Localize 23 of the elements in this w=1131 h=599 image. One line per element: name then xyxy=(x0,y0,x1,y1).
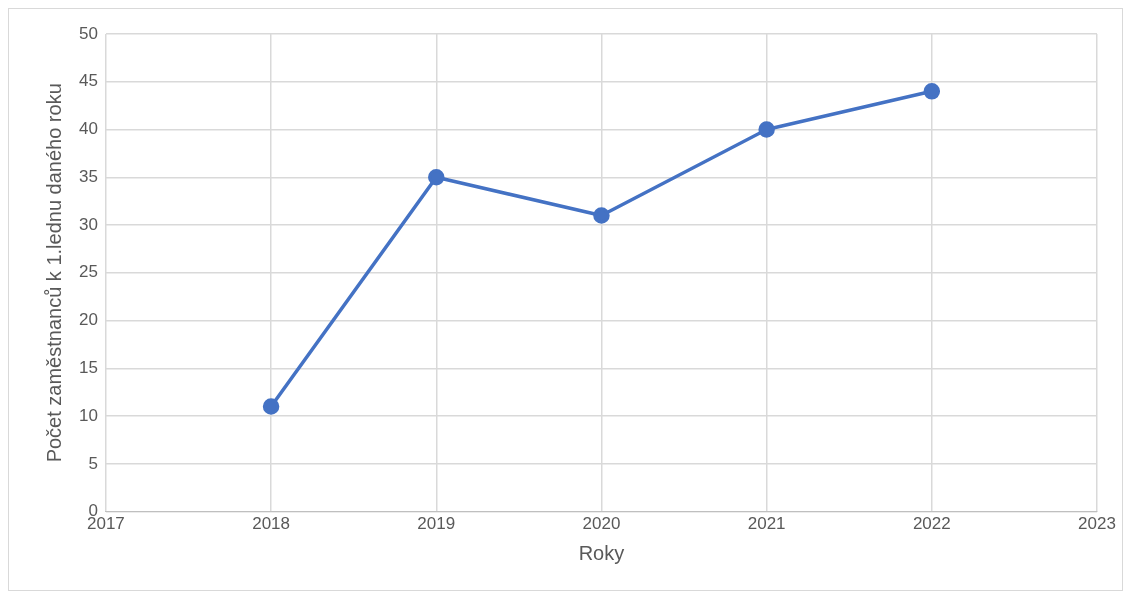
point xyxy=(262,398,280,415)
point xyxy=(593,207,610,224)
y-tick-label: 30 xyxy=(78,214,98,234)
point xyxy=(923,83,941,100)
y-tick-label: 35 xyxy=(78,166,98,186)
y-tick-label: 40 xyxy=(78,119,98,139)
x-tick-label: 2023 xyxy=(1078,514,1116,534)
x-tick-label: 2019 xyxy=(417,514,456,534)
x-axis-title: Roky xyxy=(578,541,625,564)
x-tick-label: 2022 xyxy=(912,514,951,534)
y-axis-title: Počet zaměstnanců k 1.lednu daného roku xyxy=(42,83,65,463)
x-tick-label: 2018 xyxy=(252,514,291,534)
x-tick-label: 2020 xyxy=(582,514,621,534)
point xyxy=(428,169,445,186)
y-tick-label: 15 xyxy=(78,358,98,378)
y-tick-label: 25 xyxy=(78,262,98,282)
point xyxy=(758,121,775,138)
y-tick-label: 50 xyxy=(78,23,98,43)
y-tick-label: 45 xyxy=(78,71,98,91)
y-tick-label: 5 xyxy=(88,453,98,473)
x-tick-label: 2021 xyxy=(747,514,786,534)
y-tick-label: 20 xyxy=(78,310,98,330)
y-tick-label: 10 xyxy=(78,405,98,425)
